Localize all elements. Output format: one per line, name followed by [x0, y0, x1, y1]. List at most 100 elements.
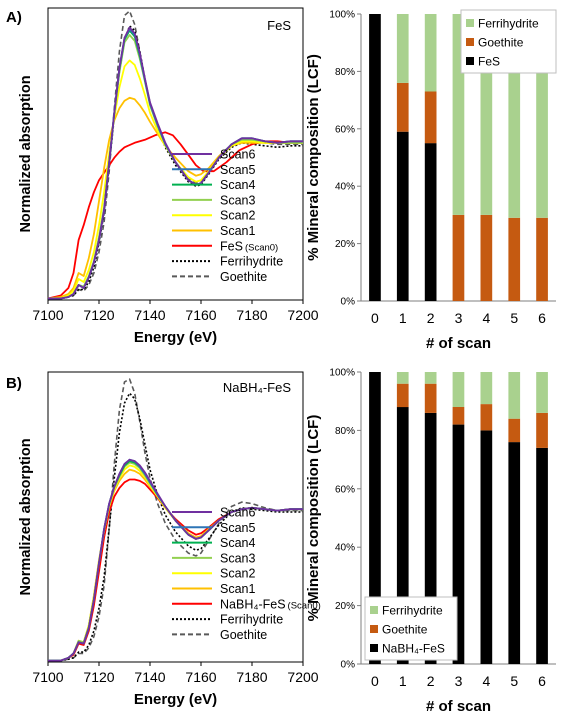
y-axis-label: Normalized absorption: [18, 75, 34, 232]
series-line-scan2: [48, 59, 303, 300]
panel-label: B): [6, 375, 22, 392]
x-tick-label: 7160: [185, 669, 216, 685]
x-tick-label: 1: [399, 673, 407, 689]
legend-entry: Scan2: [220, 209, 255, 223]
legend-entry: Scan4: [220, 178, 255, 192]
x-tick-label: 7180: [236, 669, 267, 685]
series-line-goethite: [48, 10, 303, 300]
bar-nabh-fes: [508, 442, 521, 664]
y-tick-label: 40%: [335, 543, 355, 554]
bar-ferrihydrite: [452, 14, 465, 215]
x-tick-label: 0: [371, 673, 379, 689]
bar-goethite: [508, 217, 521, 301]
plot-frame: [47, 7, 304, 301]
legend-swatch: [370, 606, 378, 614]
legend-entry: NaBH₄-FeS (Scan0): [220, 597, 321, 611]
y-tick-label: 60%: [335, 124, 355, 135]
y-tick-label: 80%: [335, 67, 355, 78]
y-tick-label: 100%: [329, 10, 355, 21]
y-tick-label: 20%: [335, 601, 355, 612]
bar-ferrihydrite: [480, 372, 493, 405]
x-tick-label: 4: [482, 310, 490, 326]
legend-entry: Scan4: [220, 536, 255, 550]
bar-goethite: [452, 214, 465, 301]
x-tick-label: 7100: [32, 307, 63, 323]
bar-goethite: [424, 91, 437, 144]
legend-entry: FeS (Scan0): [220, 239, 278, 253]
x-tick-label: 7120: [83, 307, 114, 323]
y-axis-label: % Mineral composition (LCF): [305, 54, 322, 261]
x-tick-label: 7140: [134, 669, 165, 685]
bar-goethite: [536, 217, 548, 301]
bar-goethite: [396, 383, 409, 408]
legend-entry: Scan1: [220, 582, 255, 596]
y-tick-label: 20%: [335, 239, 355, 250]
x-tick-label: 6: [538, 673, 546, 689]
bar-nabh-fes: [452, 424, 465, 664]
legend-entry: Scan5: [220, 163, 255, 177]
bar-ferrihydrite: [480, 14, 493, 215]
bar-ferrihydrite: [424, 14, 437, 92]
bar-goethite: [480, 214, 493, 301]
series-line-scan6: [48, 26, 303, 300]
legend-box: [460, 9, 557, 74]
x-tick-label: 3: [455, 310, 463, 326]
legend-swatch: [466, 57, 474, 65]
bar-nabh-fes: [480, 430, 493, 664]
bar-nabh-fes: [536, 447, 548, 664]
composition-chart-b: 0% 20% 40% 60% 80% 100% 0 1 2 3 4 5 6 # of scan % Mine…: [305, 368, 556, 715]
legend-swatch: [370, 625, 378, 633]
bar-fes: [369, 14, 381, 301]
legend-entry: Scan2: [220, 567, 255, 581]
legend: Ferrihydrite Goethite NaBH₄-FeS: [364, 596, 458, 661]
bar-ferrihydrite: [452, 372, 465, 407]
x-tick-label: 5: [510, 310, 518, 326]
x-tick-label: 7120: [83, 669, 114, 685]
legend-swatch: [466, 19, 474, 27]
legend-swatch: [466, 38, 474, 46]
series-line-scan6: [48, 458, 303, 662]
legend-entry: Ferrihydrite: [220, 613, 283, 627]
bar-goethite: [508, 418, 521, 443]
x-tick-label: 2: [427, 310, 435, 326]
x-axis-label: Energy (eV): [134, 329, 217, 346]
legend-box: [364, 596, 458, 661]
y-axis-label: Normalized absorption: [18, 438, 34, 595]
legend-entry: Goethite: [382, 623, 428, 637]
y-tick-label: 0%: [341, 660, 356, 671]
bar-ferrihydrite: [396, 14, 409, 83]
bar-ferrihydrite: [536, 14, 548, 218]
bar-goethite: [424, 383, 437, 413]
legend-entry: Scan5: [220, 521, 255, 535]
y-tick-label: 60%: [335, 484, 355, 495]
legend-entry: Scan3: [220, 193, 255, 207]
x-tick-label: 1: [399, 310, 407, 326]
bar-goethite: [396, 82, 409, 132]
spectrum-chart-b: 7100 7120 7140 7160 7180 7200 Energy (eV) Norma…: [18, 371, 321, 708]
series-line-goethite: [48, 378, 303, 662]
sample-label: NaBH₄-FeS: [223, 380, 291, 395]
legend-entry-suffix: (Scan0): [288, 600, 321, 611]
y-axis-label: % Mineral composition (LCF): [305, 415, 322, 622]
x-axis-label: Energy (eV): [134, 691, 217, 708]
bar-goethite: [536, 412, 548, 448]
y-tick-label: 80%: [335, 426, 355, 437]
legend-entry: Goethite: [478, 36, 524, 50]
legend-entry: Ferrihydrite: [382, 604, 443, 618]
legend-entry: Goethite: [220, 270, 267, 284]
legend-entry: Scan1: [220, 224, 255, 238]
x-tick-label: 5: [510, 673, 518, 689]
x-tick-label: 7180: [236, 307, 267, 323]
plot-frame: [47, 371, 304, 663]
x-tick-label: 7100: [32, 669, 63, 685]
y-tick-label: 100%: [329, 368, 355, 379]
legend-swatch: [370, 644, 378, 652]
x-tick-label: 7160: [185, 307, 216, 323]
series-line-fes: [47, 131, 303, 300]
legend: Ferrihydrite Goethite FeS: [460, 9, 557, 74]
composition-chart-a: 0% 20% 40% 60% 80% 100% 0 1 2 3 4 5 6 # of scan % Mine…: [305, 9, 557, 352]
legend-entry: Ferrihydrite: [478, 17, 539, 31]
x-tick-label: 7140: [134, 307, 165, 323]
